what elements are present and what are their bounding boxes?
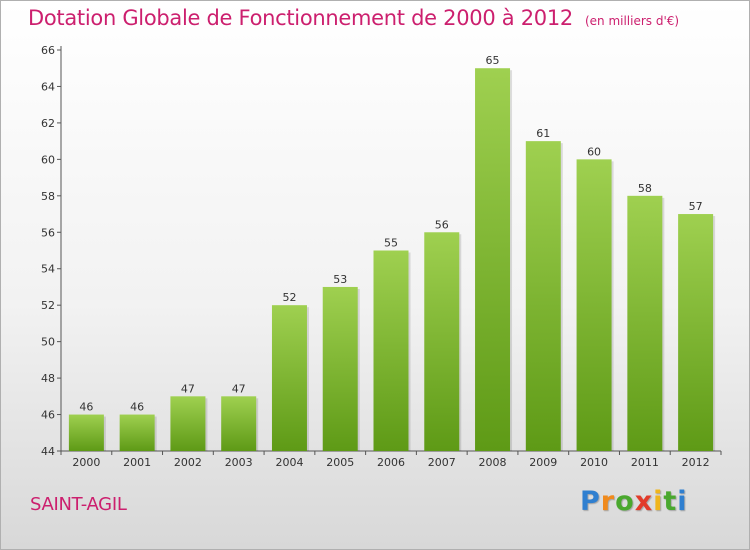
- y-tick-label: 58: [41, 190, 55, 203]
- y-tick-label: 44: [41, 445, 55, 458]
- x-tick-label: 2001: [123, 456, 151, 469]
- bar: [576, 159, 612, 451]
- logo-letter: r: [600, 486, 616, 517]
- y-tick-label: 52: [41, 299, 55, 312]
- data-label: 47: [181, 382, 195, 395]
- data-label: 53: [333, 273, 347, 286]
- data-label: 47: [232, 382, 246, 395]
- x-axis: 2000 2001 2002 2003 2004 2005 2006 2007 2008 2009…: [60, 450, 722, 469]
- logo-letter: i: [653, 486, 664, 517]
- x-tick-label: 2011: [631, 456, 659, 469]
- data-label: 57: [689, 200, 703, 213]
- data-label: 56: [435, 218, 449, 231]
- y-tick-label: 60: [41, 153, 55, 166]
- bar: [119, 414, 155, 451]
- y-tick-label: 62: [41, 117, 55, 130]
- logo-letter: x: [634, 486, 654, 517]
- logo-letter: i: [677, 486, 688, 517]
- y-axis: 44 46 48 50 52 54 56 58 60 62 64 66: [41, 44, 62, 458]
- chart-title: Dotation Globale de Fonctionnement de 20…: [28, 6, 573, 30]
- data-label: 55: [384, 237, 398, 250]
- bar: [475, 68, 511, 452]
- x-tick-label: 2004: [275, 456, 303, 469]
- x-tick-label: 2000: [72, 456, 100, 469]
- data-label: 65: [486, 54, 500, 67]
- y-tick-label: 56: [41, 226, 55, 239]
- x-tick-label: 2006: [377, 456, 405, 469]
- bars: [68, 68, 716, 452]
- y-tick-label: 54: [41, 263, 55, 276]
- x-tick-label: 2008: [479, 456, 507, 469]
- data-label: 61: [536, 127, 550, 140]
- bar: [170, 396, 206, 451]
- x-tick-label: 2009: [529, 456, 557, 469]
- y-tick-label: 50: [41, 336, 55, 349]
- logo-letter: t: [663, 486, 678, 517]
- bar: [678, 214, 714, 451]
- data-label: 58: [638, 182, 652, 195]
- x-tick-label: 2005: [326, 456, 354, 469]
- bar: [424, 232, 460, 451]
- bar: [68, 414, 104, 451]
- y-tick-label: 66: [41, 44, 55, 57]
- bar: [322, 286, 358, 451]
- chart-subtitle: (en milliers d'€): [584, 14, 680, 28]
- bar: [627, 195, 663, 451]
- commune-name: SAINT-AGIL: [30, 494, 127, 515]
- x-tick-label: 2007: [428, 456, 456, 469]
- data-label: 52: [282, 291, 296, 304]
- proxiti-logo: Proxiti: [580, 486, 688, 517]
- y-tick-label: 48: [41, 372, 55, 385]
- y-tick-label: 64: [41, 80, 55, 93]
- data-label: 46: [130, 401, 144, 414]
- data-label: 60: [587, 145, 601, 158]
- logo-letter: o: [615, 486, 635, 517]
- bar: [271, 305, 307, 451]
- data-label: 46: [79, 401, 93, 414]
- x-tick-label: 2003: [225, 456, 253, 469]
- x-tick-label: 2002: [174, 456, 202, 469]
- data-labels: 46 46 47 47 52 53 55 56 65 61 60 58 57: [79, 54, 702, 413]
- x-tick-label: 2010: [580, 456, 608, 469]
- bar: [373, 250, 409, 451]
- title-row: Dotation Globale de Fonctionnement de 20…: [28, 6, 679, 30]
- x-tick-label: 2012: [682, 456, 710, 469]
- bar: [221, 396, 257, 451]
- y-tick-label: 46: [41, 409, 55, 422]
- bar: [525, 141, 561, 452]
- logo-letter: P: [580, 486, 601, 517]
